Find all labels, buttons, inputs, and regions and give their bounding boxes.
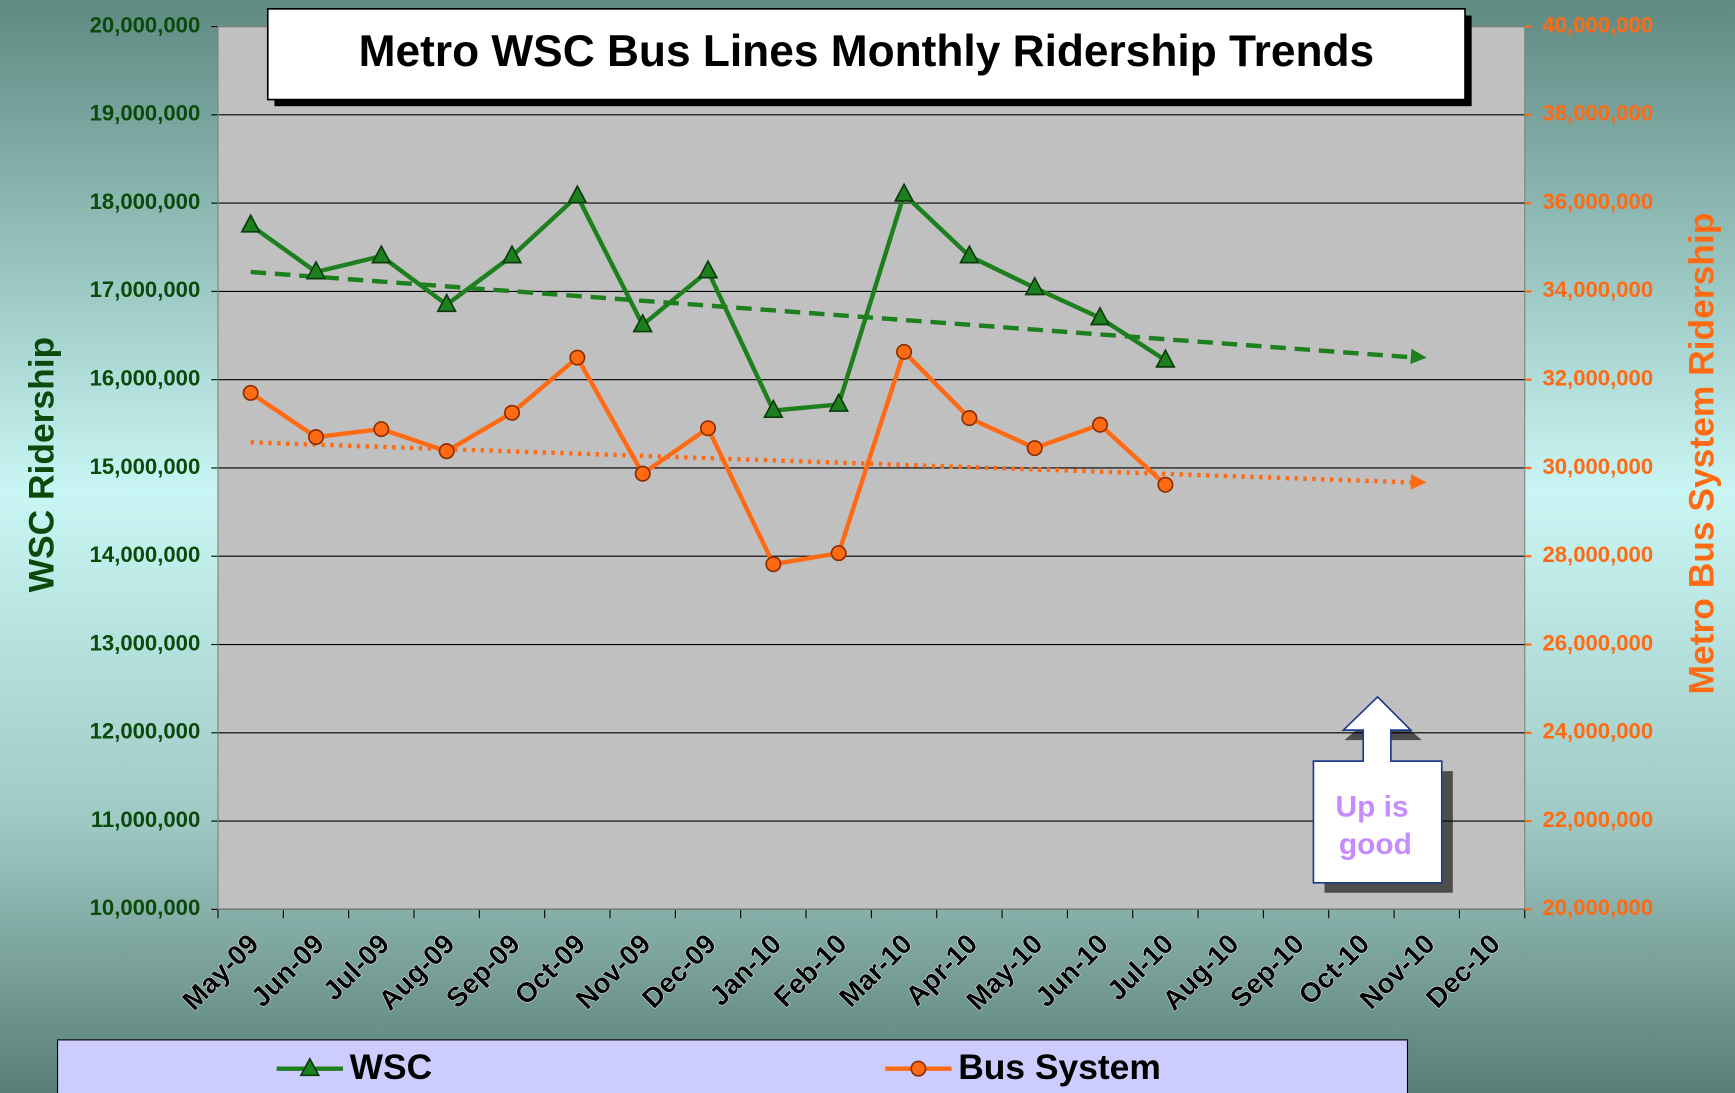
legend-label: WSC bbox=[350, 1047, 433, 1087]
y2-tick-label: 28,000,000 bbox=[1542, 542, 1653, 567]
marker bbox=[307, 429, 325, 446]
y2-tick-label: 20,000,000 bbox=[1542, 895, 1653, 920]
y2-tick-label: 22,000,000 bbox=[1542, 807, 1653, 832]
y-tick-label: 13,000,000 bbox=[90, 630, 201, 655]
marker bbox=[634, 465, 651, 482]
annotation-box bbox=[1312, 695, 1443, 884]
marker bbox=[1155, 348, 1176, 368]
marker bbox=[961, 410, 978, 427]
marker bbox=[765, 556, 782, 573]
marker bbox=[503, 404, 521, 421]
marker bbox=[305, 260, 327, 280]
y2-tick-label: 24,000,000 bbox=[1542, 719, 1653, 744]
title-box bbox=[266, 8, 1466, 101]
marker bbox=[632, 313, 653, 333]
y-tick-label: 11,000,000 bbox=[91, 807, 200, 832]
legend: WSC Bus System bbox=[276, 1047, 1161, 1087]
chart-title: Metro WSC Bus Lines Monthly Ridership Tr… bbox=[359, 27, 1374, 76]
y-tick-label: 14,000,000 bbox=[90, 542, 201, 567]
annotation: Up is good bbox=[1312, 695, 1453, 893]
y2-tick-label: 32,000,000 bbox=[1542, 366, 1653, 391]
y-tick-label: 19,000,000 bbox=[90, 101, 201, 126]
marker bbox=[697, 259, 719, 279]
legend-box bbox=[56, 1039, 1409, 1093]
marker bbox=[567, 184, 588, 204]
y2-tick-label: 34,000,000 bbox=[1542, 277, 1653, 302]
marks bbox=[240, 182, 1427, 573]
annotation-text: Up is bbox=[1336, 791, 1409, 824]
marker bbox=[1089, 306, 1111, 326]
marker bbox=[373, 421, 390, 438]
y-tick-label: 18,000,000 bbox=[90, 189, 201, 214]
marker bbox=[501, 244, 523, 264]
marker bbox=[893, 182, 915, 202]
marker bbox=[242, 384, 259, 401]
y-tick-label: 10,000,000 bbox=[90, 895, 201, 920]
y2-tick-label: 26,000,000 bbox=[1542, 630, 1653, 655]
y-axis-title: WSC Ridership bbox=[22, 337, 62, 593]
marker bbox=[1092, 416, 1109, 433]
marker bbox=[240, 213, 261, 233]
y-tick-label: 16,000,000 bbox=[90, 366, 201, 391]
annotation-text: good bbox=[1339, 828, 1412, 861]
marker bbox=[830, 545, 847, 562]
marker bbox=[700, 420, 717, 437]
marker bbox=[1026, 440, 1043, 457]
marker bbox=[438, 443, 455, 460]
marker bbox=[896, 343, 913, 360]
marker bbox=[569, 349, 586, 366]
y2-tick-label: 38,000,000 bbox=[1542, 101, 1653, 126]
y2-tick-label: 36,000,000 bbox=[1542, 189, 1653, 214]
marker bbox=[1157, 476, 1174, 493]
marker bbox=[828, 392, 849, 412]
y-tick-label: 15,000,000 bbox=[90, 454, 201, 479]
legend-marker bbox=[299, 1056, 321, 1077]
y2-tick-label: 40,000,000 bbox=[1542, 12, 1653, 37]
marker bbox=[371, 244, 392, 264]
trend-arrow bbox=[1410, 348, 1427, 365]
y-tick-label: 20,000,000 bbox=[90, 12, 201, 37]
y2-tick-label: 30,000,000 bbox=[1542, 454, 1653, 479]
marker bbox=[1024, 276, 1045, 296]
y-tick-label: 12,000,000 bbox=[90, 719, 201, 744]
marker bbox=[959, 244, 980, 264]
marker bbox=[763, 398, 784, 419]
marker bbox=[436, 292, 457, 313]
y-tick-label: 17,000,000 bbox=[90, 277, 201, 302]
y2-axis-title: Metro Bus System Ridership bbox=[1681, 213, 1721, 695]
trend-arrow bbox=[1410, 474, 1427, 490]
legend-label: Bus System bbox=[958, 1047, 1161, 1087]
legend-marker bbox=[910, 1060, 927, 1077]
